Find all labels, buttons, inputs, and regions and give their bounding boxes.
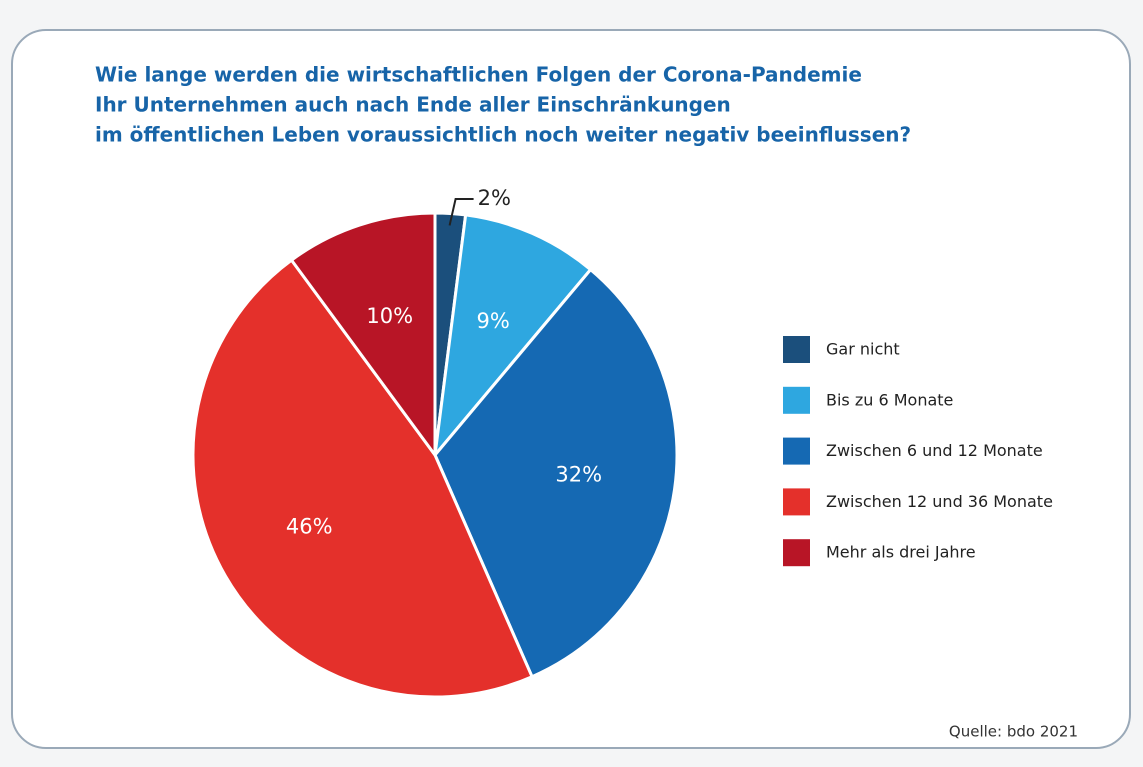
source: Quelle: bdo 2021 [949, 723, 1078, 741]
legend-swatch [783, 488, 810, 516]
data-label: 10% [366, 304, 413, 328]
data-label: 46% [286, 515, 333, 539]
legend-label: Bis zu 6 Monate [826, 390, 953, 409]
data-label: 32% [555, 463, 602, 487]
title: Wie lange werden die wirtschaftlichen Fo… [95, 63, 911, 147]
data-label: 9% [477, 309, 510, 333]
legend-swatch [783, 386, 810, 414]
pie-slice [432, 213, 593, 460]
legend-swatch [783, 539, 810, 567]
legend-label: Gar nicht [826, 340, 900, 359]
data-label: 2% [478, 186, 511, 210]
leader-line [448, 198, 474, 226]
legend-swatch [783, 437, 810, 465]
legend-label: Zwischen 12 und 36 Monate [826, 492, 1053, 511]
legend-swatch [783, 336, 810, 363]
title-line: Wie lange werden die wirtschaftlichen Fo… [95, 63, 862, 87]
title-line: im öffentlichen Leben voraussichtlich no… [95, 123, 911, 147]
legend-label: Mehr als drei Jahre [826, 543, 976, 562]
pie-slice [433, 267, 679, 679]
pie-slice [289, 211, 437, 460]
legend-label: Zwischen 6 und 12 Monate [826, 441, 1043, 460]
pie-slice [191, 258, 535, 699]
title-line: Ihr Unternehmen auch nach Ende aller Ein… [95, 93, 731, 117]
